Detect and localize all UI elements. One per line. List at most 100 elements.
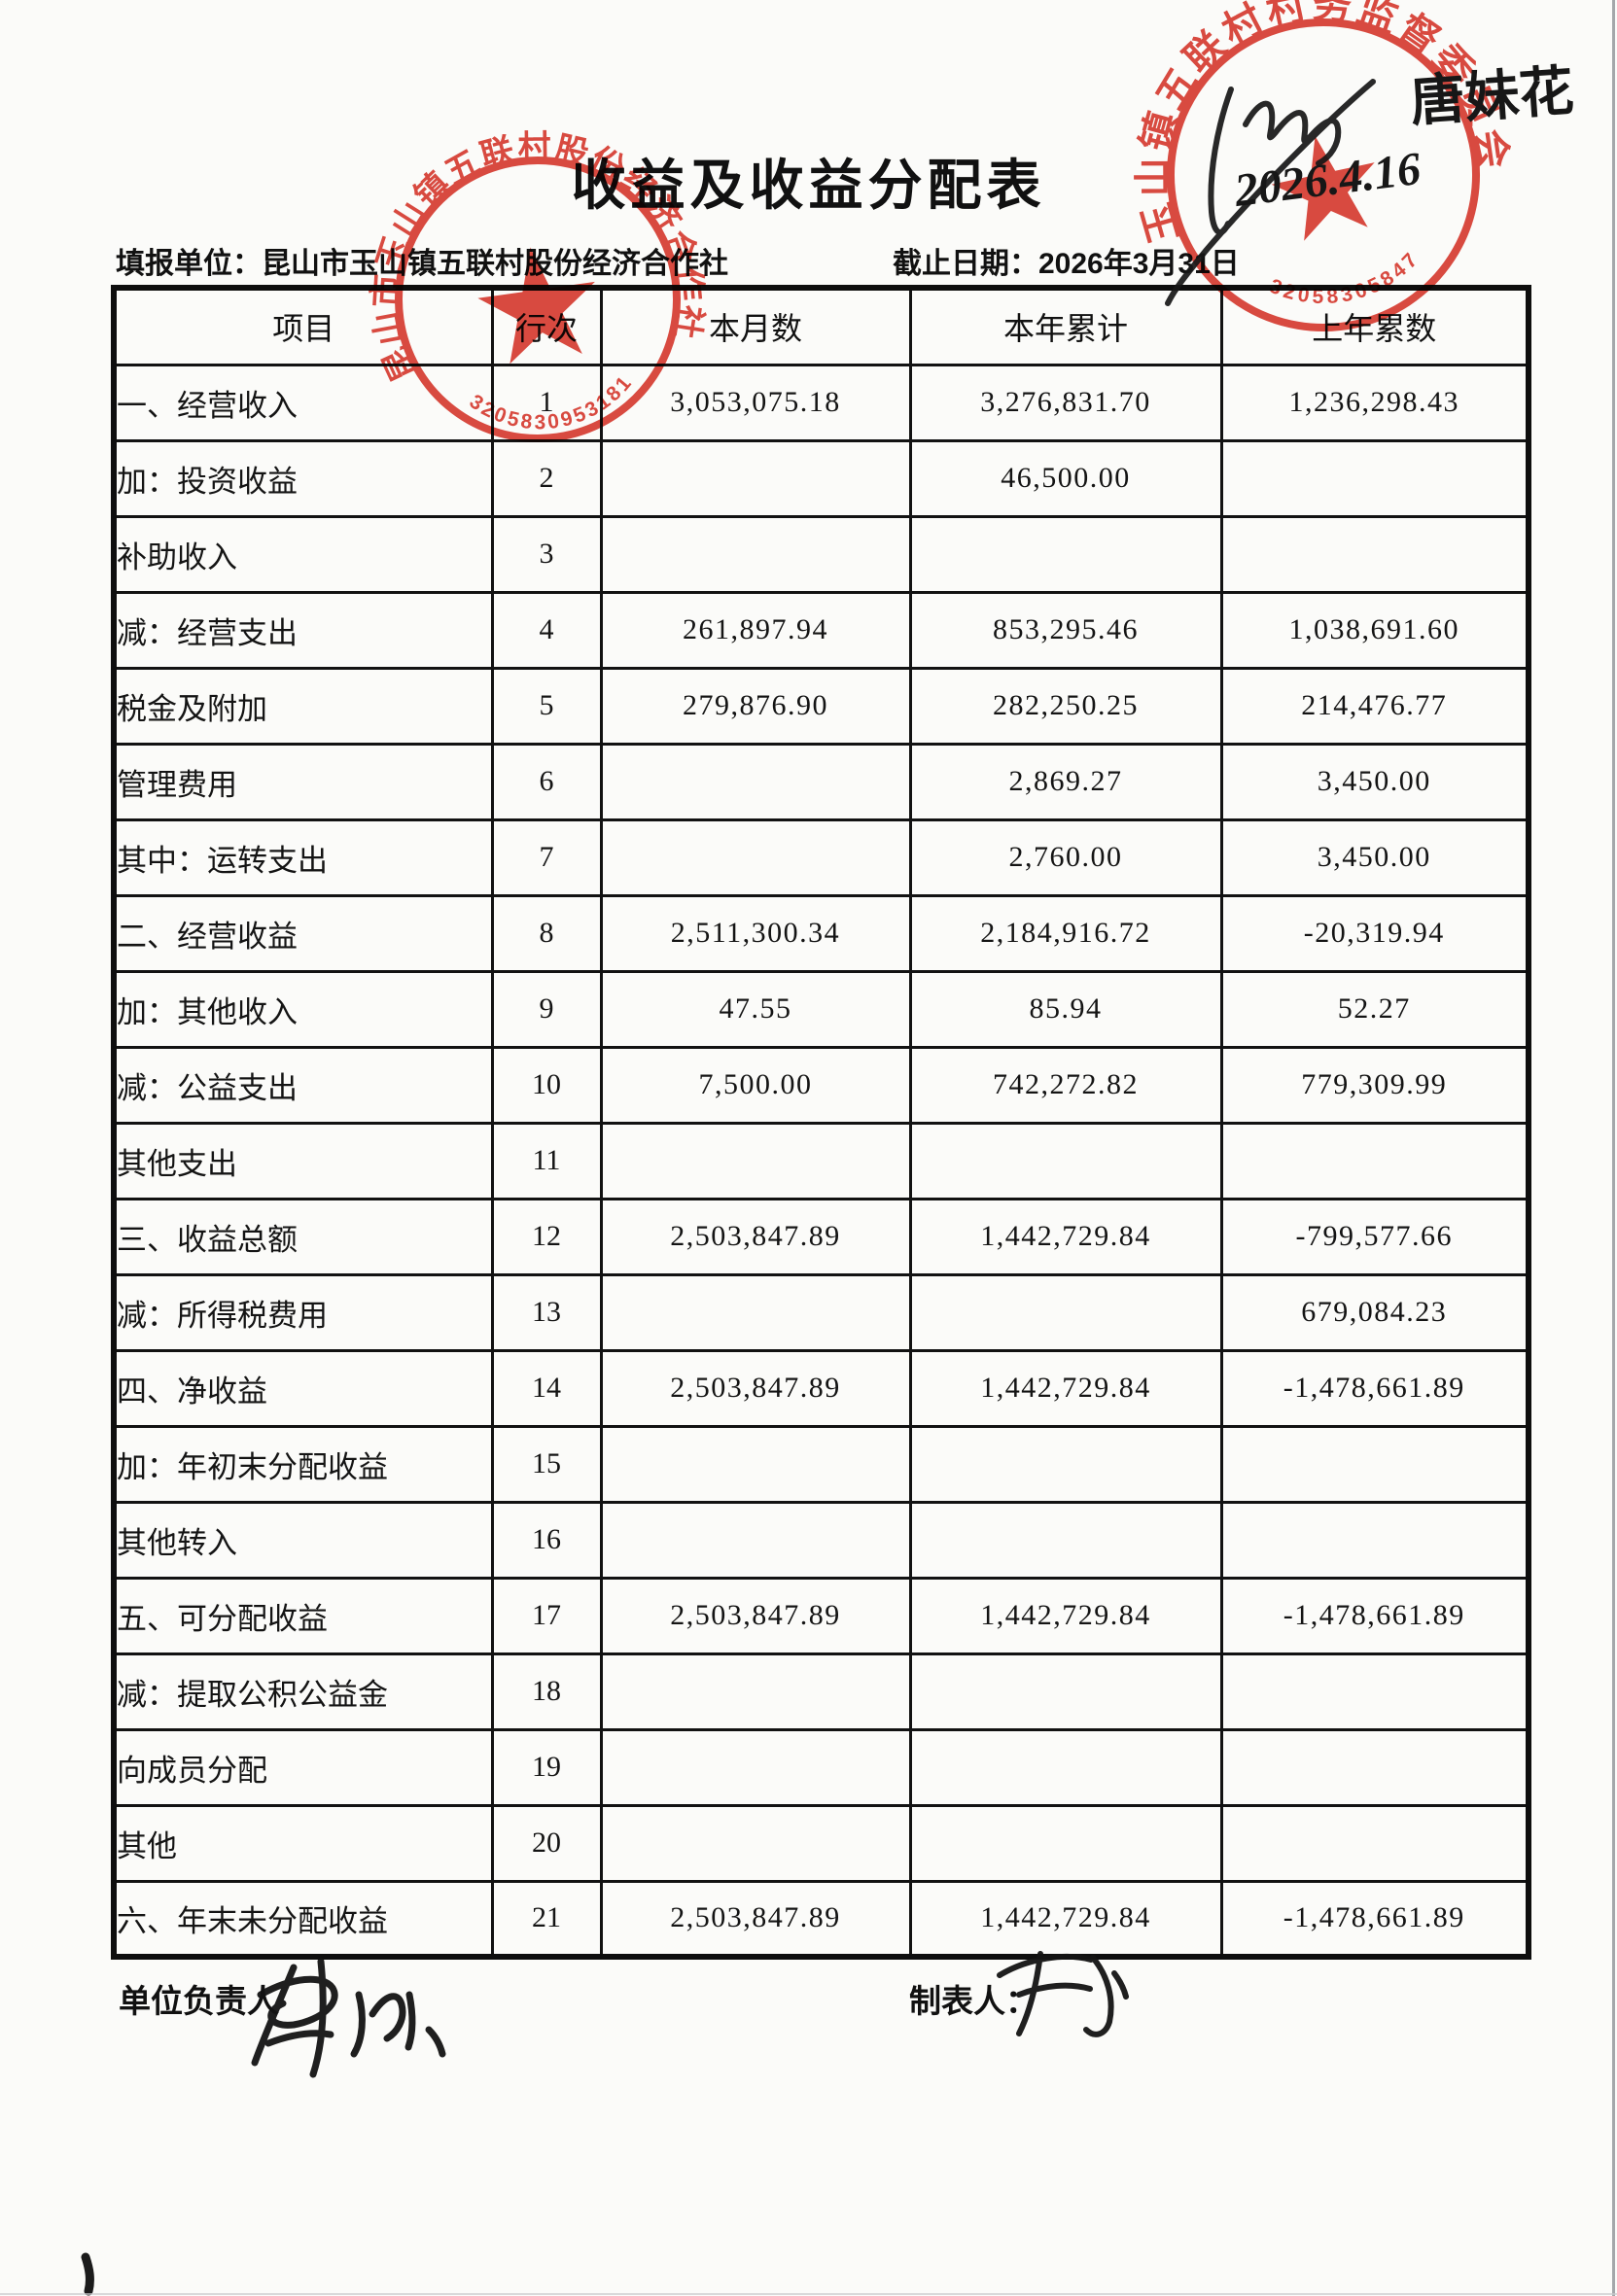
table-row: 加：年初末分配收益 15 bbox=[112, 1424, 1530, 1504]
cutoff-date: 截止日期：2026年3月31日 bbox=[893, 239, 1240, 282]
reporting-unit-value: 昆山市玉山镇五联村股份经济合作社 bbox=[262, 248, 728, 280]
row-prev-value: -20,319.94 bbox=[1219, 893, 1530, 973]
table-header-row: 项目 行次 本月数 本年累计 上年累数 bbox=[112, 286, 1530, 366]
row-prev-value: -1,478,661.89 bbox=[1219, 1348, 1530, 1428]
row-line-no: 5 bbox=[490, 666, 603, 746]
row-month-value bbox=[599, 1727, 912, 1807]
row-prev-value bbox=[1219, 1803, 1530, 1883]
row-prev-value: 214,476.77 bbox=[1219, 666, 1530, 746]
row-month-value: 47.55 bbox=[599, 969, 912, 1049]
row-year-value bbox=[908, 1803, 1223, 1883]
row-line-no: 6 bbox=[490, 742, 603, 821]
row-year-value: 742,272.82 bbox=[908, 1045, 1223, 1125]
table-row: 五、可分配收益 17 2,503,847.89 1,442,729.84 -1,478,… bbox=[112, 1576, 1530, 1655]
row-month-value bbox=[599, 514, 912, 594]
row-item-label: 其中：运转支出 bbox=[112, 818, 494, 897]
row-month-value: 2,503,847.89 bbox=[599, 1348, 912, 1428]
table-row: 一、经营收入 1 3,053,075.18 3,276,831.70 1,236,298… bbox=[112, 363, 1530, 442]
row-year-value bbox=[908, 514, 1223, 594]
row-year-value: 46,500.00 bbox=[908, 438, 1223, 518]
page-title: 收益及收益分配表 bbox=[571, 155, 1046, 216]
row-year-value: 2,760.00 bbox=[908, 818, 1223, 897]
row-month-value bbox=[599, 1803, 912, 1883]
scan-smudge bbox=[81, 2252, 94, 2296]
row-line-no: 21 bbox=[490, 1879, 603, 1959]
row-month-value: 2,503,847.89 bbox=[599, 1576, 912, 1655]
row-year-value: 85.94 bbox=[908, 969, 1223, 1049]
row-line-no: 17 bbox=[490, 1576, 603, 1655]
row-line-no: 13 bbox=[490, 1272, 603, 1352]
row-line-no: 19 bbox=[490, 1727, 603, 1807]
row-month-value bbox=[599, 1652, 912, 1731]
table-row: 减：所得税费用 13 679,084.23 bbox=[112, 1272, 1530, 1352]
table-row: 减：提取公积公益金 18 bbox=[112, 1652, 1530, 1731]
row-year-value: 853,295.46 bbox=[908, 590, 1223, 670]
row-item-label: 管理费用 bbox=[112, 742, 494, 821]
row-year-value bbox=[908, 1500, 1223, 1580]
row-month-value bbox=[599, 1424, 912, 1504]
scan-edge-artifact-bottom bbox=[0, 2293, 1617, 2295]
row-item-label: 向成员分配 bbox=[112, 1727, 494, 1807]
row-prev-value bbox=[1219, 438, 1530, 518]
cutoff-date-value: 2026年3月31日 bbox=[1038, 248, 1240, 280]
row-line-no: 14 bbox=[490, 1348, 603, 1428]
table-row: 加：其他收入 9 47.55 85.94 52.27 bbox=[112, 969, 1530, 1049]
row-year-value: 3,276,831.70 bbox=[908, 363, 1223, 442]
row-month-value: 2,503,847.89 bbox=[599, 1879, 912, 1959]
row-year-value: 282,250.25 bbox=[908, 666, 1223, 746]
row-month-value bbox=[599, 1121, 912, 1200]
table-row: 三、收益总额 12 2,503,847.89 1,442,729.84 -799,577… bbox=[112, 1197, 1530, 1276]
row-item-label: 减：提取公积公益金 bbox=[112, 1652, 494, 1731]
table-row: 向成员分配 19 bbox=[112, 1727, 1530, 1807]
row-item-label: 加：年初末分配收益 bbox=[112, 1424, 494, 1504]
row-prev-value bbox=[1219, 1727, 1530, 1807]
row-year-value: 1,442,729.84 bbox=[908, 1879, 1223, 1959]
table-row: 其他 20 bbox=[112, 1803, 1530, 1883]
row-prev-value bbox=[1219, 514, 1530, 594]
row-year-value bbox=[908, 1272, 1223, 1352]
row-year-value: 1,442,729.84 bbox=[908, 1348, 1223, 1428]
row-item-label: 三、收益总额 bbox=[112, 1197, 494, 1276]
column-header-line: 行次 bbox=[490, 286, 603, 366]
row-prev-value bbox=[1219, 1652, 1530, 1731]
row-prev-value: 52.27 bbox=[1219, 969, 1530, 1049]
table-row: 补助收入 3 bbox=[112, 514, 1530, 594]
column-header-month: 本月数 bbox=[599, 286, 912, 366]
column-header-item: 项目 bbox=[112, 286, 494, 366]
cutoff-date-label: 截止日期： bbox=[893, 248, 1038, 280]
row-item-label: 加：投资收益 bbox=[112, 438, 494, 518]
row-line-no: 11 bbox=[490, 1121, 603, 1200]
row-prev-value: 779,309.99 bbox=[1219, 1045, 1530, 1125]
row-prev-value: -1,478,661.89 bbox=[1219, 1879, 1530, 1959]
row-month-value: 2,511,300.34 bbox=[599, 893, 912, 973]
table-row: 其他转入 16 bbox=[112, 1500, 1530, 1580]
scan-edge-artifact bbox=[1612, 0, 1615, 2296]
table-row: 减：公益支出 10 7,500.00 742,272.82 779,309.99 bbox=[112, 1045, 1530, 1125]
row-year-value bbox=[908, 1121, 1223, 1200]
row-year-value bbox=[908, 1652, 1223, 1731]
row-month-value bbox=[599, 1500, 912, 1580]
table-row: 其中：运转支出 7 2,760.00 3,450.00 bbox=[112, 818, 1530, 897]
row-prev-value: 1,236,298.43 bbox=[1219, 363, 1530, 442]
row-prev-value bbox=[1219, 1121, 1530, 1200]
row-line-no: 16 bbox=[490, 1500, 603, 1580]
row-month-value bbox=[599, 742, 912, 821]
row-item-label: 税金及附加 bbox=[112, 666, 494, 746]
table-row: 六、年末未分配收益 21 2,503,847.89 1,442,729.84 -1,47… bbox=[112, 1879, 1530, 1959]
reporting-unit: 填报单位：昆山市玉山镇五联村股份经济合作社 bbox=[116, 239, 728, 282]
row-item-label: 其他 bbox=[112, 1803, 494, 1883]
signature-row: 单位负责人 制表人： bbox=[0, 1975, 1617, 2019]
row-prev-value: 3,450.00 bbox=[1219, 742, 1530, 821]
row-month-value bbox=[599, 438, 912, 518]
row-prev-value: -799,577.66 bbox=[1219, 1197, 1530, 1276]
row-prev-value: 679,084.23 bbox=[1219, 1272, 1530, 1352]
row-year-value: 2,184,916.72 bbox=[908, 893, 1223, 973]
row-year-value bbox=[908, 1727, 1223, 1807]
row-item-label: 减：所得税费用 bbox=[112, 1272, 494, 1352]
row-month-value: 279,876.90 bbox=[599, 666, 912, 746]
preparer-label: 制表人： bbox=[909, 1983, 1037, 2019]
meta-row: 填报单位：昆山市玉山镇五联村股份经济合作社 截止日期：2026年3月31日 bbox=[0, 239, 1617, 280]
row-item-label: 减：经营支出 bbox=[112, 590, 494, 670]
row-line-no: 1 bbox=[490, 363, 603, 442]
row-line-no: 4 bbox=[490, 590, 603, 670]
